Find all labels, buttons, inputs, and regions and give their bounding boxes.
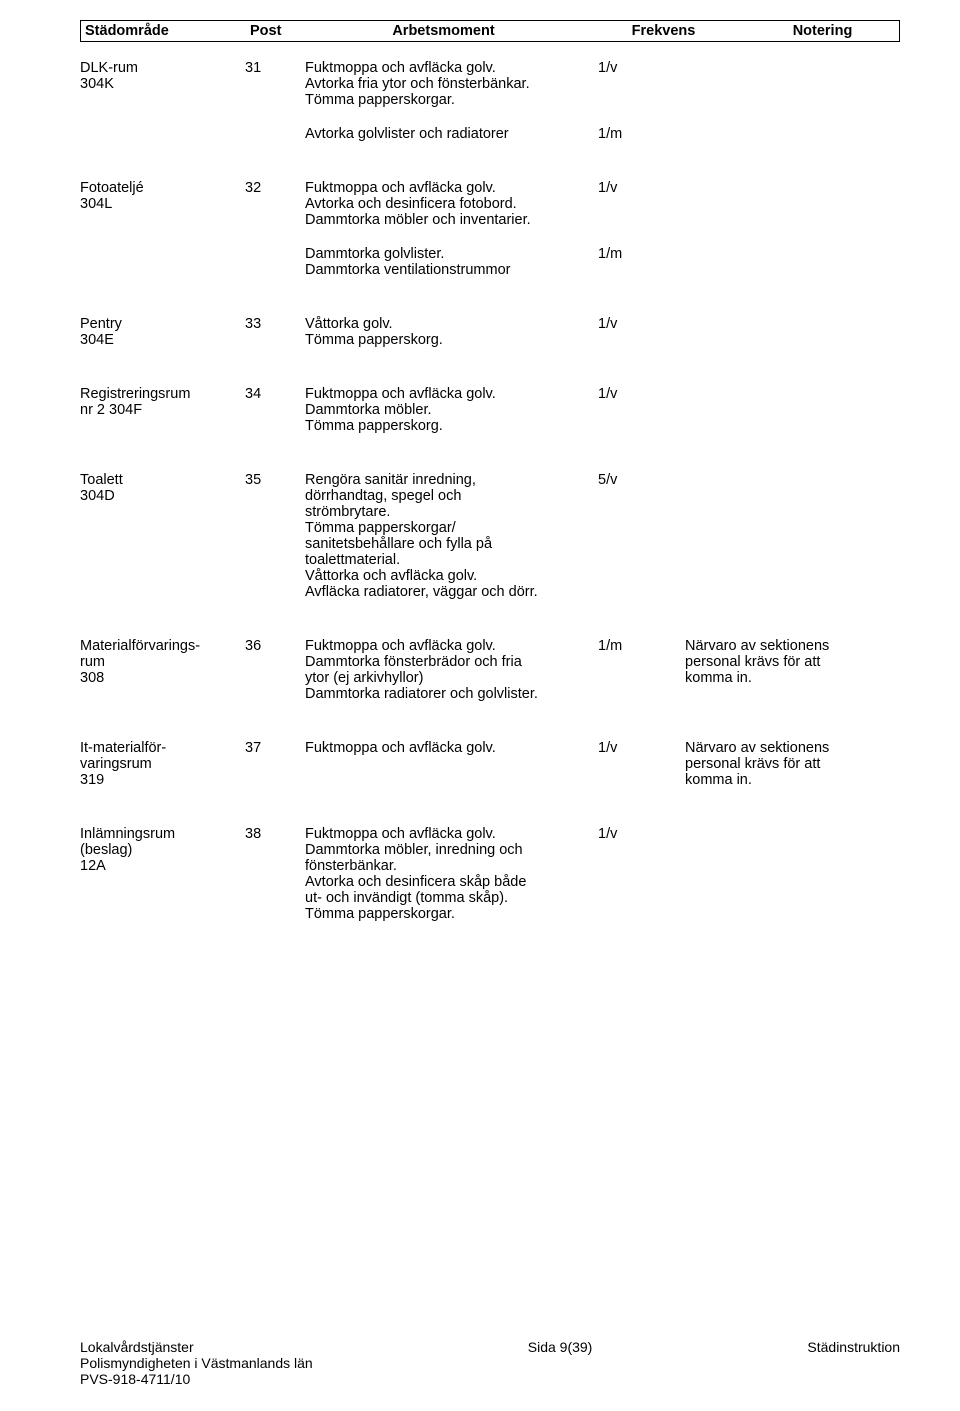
cell-stadomrade: Fotoateljé 304L — [80, 180, 245, 278]
cell-arbetsmoment: Fuktmoppa och avfläcka golv. — [305, 740, 580, 756]
entry-block: Fotoateljé 304L32Fuktmoppa och avfläcka … — [80, 180, 900, 278]
cell-arbetsmoment: Fuktmoppa och avfläcka golv. Dammtorka m… — [305, 386, 580, 434]
footer-lokalvard: Lokalvårdstjänster — [80, 1339, 313, 1355]
task-row: Avtorka golvlister och radiatorer1/m — [305, 126, 685, 142]
cell-notering — [685, 386, 900, 434]
cell-stadomrade: DLK-rum 304K — [80, 60, 245, 142]
tasks-column: Fuktmoppa och avfläcka golv. Avtorka fri… — [305, 60, 685, 142]
cell-post: 32 — [245, 180, 305, 278]
tasks-column: Fuktmoppa och avfläcka golv. Dammtorka f… — [305, 638, 685, 702]
header-stadomrade: Städområde — [81, 21, 246, 41]
task-row: Fuktmoppa och avfläcka golv. Avtorka fri… — [305, 60, 685, 108]
cell-post: 34 — [245, 386, 305, 434]
cell-frekvens: 1/v — [580, 316, 685, 348]
cell-arbetsmoment: Våttorka golv. Tömma papperskorg. — [305, 316, 580, 348]
cell-frekvens: 1/m — [580, 638, 685, 702]
cell-arbetsmoment: Dammtorka golvlister. Dammtorka ventilat… — [305, 246, 580, 278]
tasks-column: Våttorka golv. Tömma papperskorg.1/v — [305, 316, 685, 348]
page: Städområde Post Arbetsmoment Frekvens No… — [0, 0, 960, 1411]
cell-post: 37 — [245, 740, 305, 788]
cell-arbetsmoment: Fuktmoppa och avfläcka golv. Avtorka fri… — [305, 60, 580, 108]
cell-frekvens: 1/v — [580, 386, 685, 434]
entry-block: Toalett 304D35Rengöra sanitär inredning,… — [80, 472, 900, 600]
cell-post: 33 — [245, 316, 305, 348]
task-row: Fuktmoppa och avfläcka golv. Dammtorka m… — [305, 826, 685, 922]
cell-post: 38 — [245, 826, 305, 922]
header-frekvens: Frekvens — [581, 21, 746, 41]
table-header: Städområde Post Arbetsmoment Frekvens No… — [80, 20, 900, 42]
cell-frekvens: 1/m — [580, 246, 685, 278]
cell-stadomrade: Materialförvarings- rum 308 — [80, 638, 245, 702]
header-post: Post — [246, 21, 306, 41]
tasks-column: Fuktmoppa och avfläcka golv. Dammtorka m… — [305, 826, 685, 922]
task-row: Fuktmoppa och avfläcka golv.1/v — [305, 740, 685, 756]
header-arbetsmoment: Arbetsmoment — [306, 21, 581, 41]
cell-post: 31 — [245, 60, 305, 142]
cell-frekvens: 5/v — [580, 472, 685, 600]
footer-polis: Polismyndigheten i Västmanlands län — [80, 1355, 313, 1371]
header-notering: Notering — [746, 21, 899, 41]
entry-block: Pentry 304E33Våttorka golv. Tömma papper… — [80, 316, 900, 348]
task-row: Rengöra sanitär inredning, dörrhandtag, … — [305, 472, 685, 600]
cell-post: 35 — [245, 472, 305, 600]
cell-stadomrade: Registreringsrum nr 2 304F — [80, 386, 245, 434]
cell-arbetsmoment: Avtorka golvlister och radiatorer — [305, 126, 580, 142]
cell-stadomrade: Toalett 304D — [80, 472, 245, 600]
cell-notering — [685, 180, 900, 278]
task-row: Fuktmoppa och avfläcka golv. Dammtorka m… — [305, 386, 685, 434]
cell-arbetsmoment: Fuktmoppa och avfläcka golv. Avtorka och… — [305, 180, 580, 228]
cell-frekvens: 1/v — [580, 180, 685, 228]
cell-notering: Närvaro av sektionens personal krävs för… — [685, 740, 900, 788]
cell-stadomrade: Inlämningsrum (beslag) 12A — [80, 826, 245, 922]
task-row: Fuktmoppa och avfläcka golv. Avtorka och… — [305, 180, 685, 228]
cell-notering — [685, 472, 900, 600]
tasks-column: Fuktmoppa och avfläcka golv. Avtorka och… — [305, 180, 685, 278]
cell-frekvens: 1/m — [580, 126, 685, 142]
footer-pvs: PVS-918-4711/10 — [80, 1371, 313, 1387]
cell-frekvens: 1/v — [580, 740, 685, 756]
cell-frekvens: 1/v — [580, 826, 685, 922]
task-row: Dammtorka golvlister. Dammtorka ventilat… — [305, 246, 685, 278]
cell-notering — [685, 60, 900, 142]
cell-notering: Närvaro av sektionens personal krävs för… — [685, 638, 900, 702]
cell-arbetsmoment: Fuktmoppa och avfläcka golv. Dammtorka f… — [305, 638, 580, 702]
cell-arbetsmoment: Fuktmoppa och avfläcka golv. Dammtorka m… — [305, 826, 580, 922]
task-row: Fuktmoppa och avfläcka golv. Dammtorka f… — [305, 638, 685, 702]
entry-block: Registreringsrum nr 2 304F34Fuktmoppa oc… — [80, 386, 900, 434]
page-footer: Lokalvårdstjänster Polismyndigheten i Vä… — [80, 1339, 900, 1387]
entry-block: Inlämningsrum (beslag) 12A38Fuktmoppa oc… — [80, 826, 900, 922]
footer-stadinstr: Städinstruktion — [807, 1339, 900, 1387]
task-row: Våttorka golv. Tömma papperskorg.1/v — [305, 316, 685, 348]
cell-stadomrade: It-materialför- varingsrum 319 — [80, 740, 245, 788]
cell-arbetsmoment: Rengöra sanitär inredning, dörrhandtag, … — [305, 472, 580, 600]
cell-notering — [685, 826, 900, 922]
tasks-column: Fuktmoppa och avfläcka golv.1/v — [305, 740, 685, 788]
footer-left: Lokalvårdstjänster Polismyndigheten i Vä… — [80, 1339, 313, 1387]
tasks-column: Fuktmoppa och avfläcka golv. Dammtorka m… — [305, 386, 685, 434]
cell-notering — [685, 316, 900, 348]
cell-frekvens: 1/v — [580, 60, 685, 108]
entry-block: DLK-rum 304K31Fuktmoppa och avfläcka gol… — [80, 60, 900, 142]
cell-post: 36 — [245, 638, 305, 702]
entry-block: Materialförvarings- rum 30836Fuktmoppa o… — [80, 638, 900, 702]
cell-stadomrade: Pentry 304E — [80, 316, 245, 348]
footer-page-number: Sida 9(39) — [313, 1339, 808, 1387]
entries-container: DLK-rum 304K31Fuktmoppa och avfläcka gol… — [80, 60, 900, 922]
entry-block: It-materialför- varingsrum 31937Fuktmopp… — [80, 740, 900, 788]
tasks-column: Rengöra sanitär inredning, dörrhandtag, … — [305, 472, 685, 600]
